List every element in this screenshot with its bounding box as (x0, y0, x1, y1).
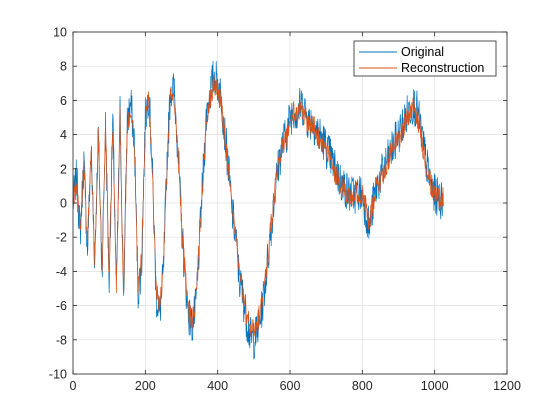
x-tick-label: 200 (135, 379, 156, 393)
y-tick-label: -10 (49, 368, 67, 382)
x-tick-label: 0 (70, 379, 77, 393)
y-tick-label: 8 (60, 60, 67, 74)
legend: Original Reconstruction (353, 40, 497, 77)
y-tick-label: -8 (56, 333, 67, 347)
x-tick-label: 1200 (493, 379, 521, 393)
legend-box (353, 40, 497, 77)
x-tick-label: 400 (207, 379, 228, 393)
series-line-reconstruction (72, 74, 444, 342)
y-tick-label: 10 (53, 26, 67, 40)
x-tick-label: 1000 (421, 379, 449, 393)
x-tick-label: 800 (352, 379, 373, 393)
legend-label-original: Original (401, 45, 444, 59)
series-layer (72, 61, 444, 360)
y-tick-label: 6 (60, 94, 67, 108)
y-tick-label: -2 (56, 231, 67, 245)
y-tick-label: -6 (56, 299, 67, 313)
y-tick-label: 0 (60, 197, 67, 211)
legend-label-reconstruction: Reconstruction (401, 61, 484, 75)
axis-ticks: 0 200 400 600 800 1000 1200 -10 -8 -6 -4 -2 0 2 4 6 8 10 (49, 26, 521, 394)
y-tick-label: 2 (60, 162, 67, 176)
y-tick-label: 4 (60, 128, 67, 142)
x-tick-label: 600 (280, 379, 301, 393)
y-tick-label: -4 (56, 265, 67, 279)
